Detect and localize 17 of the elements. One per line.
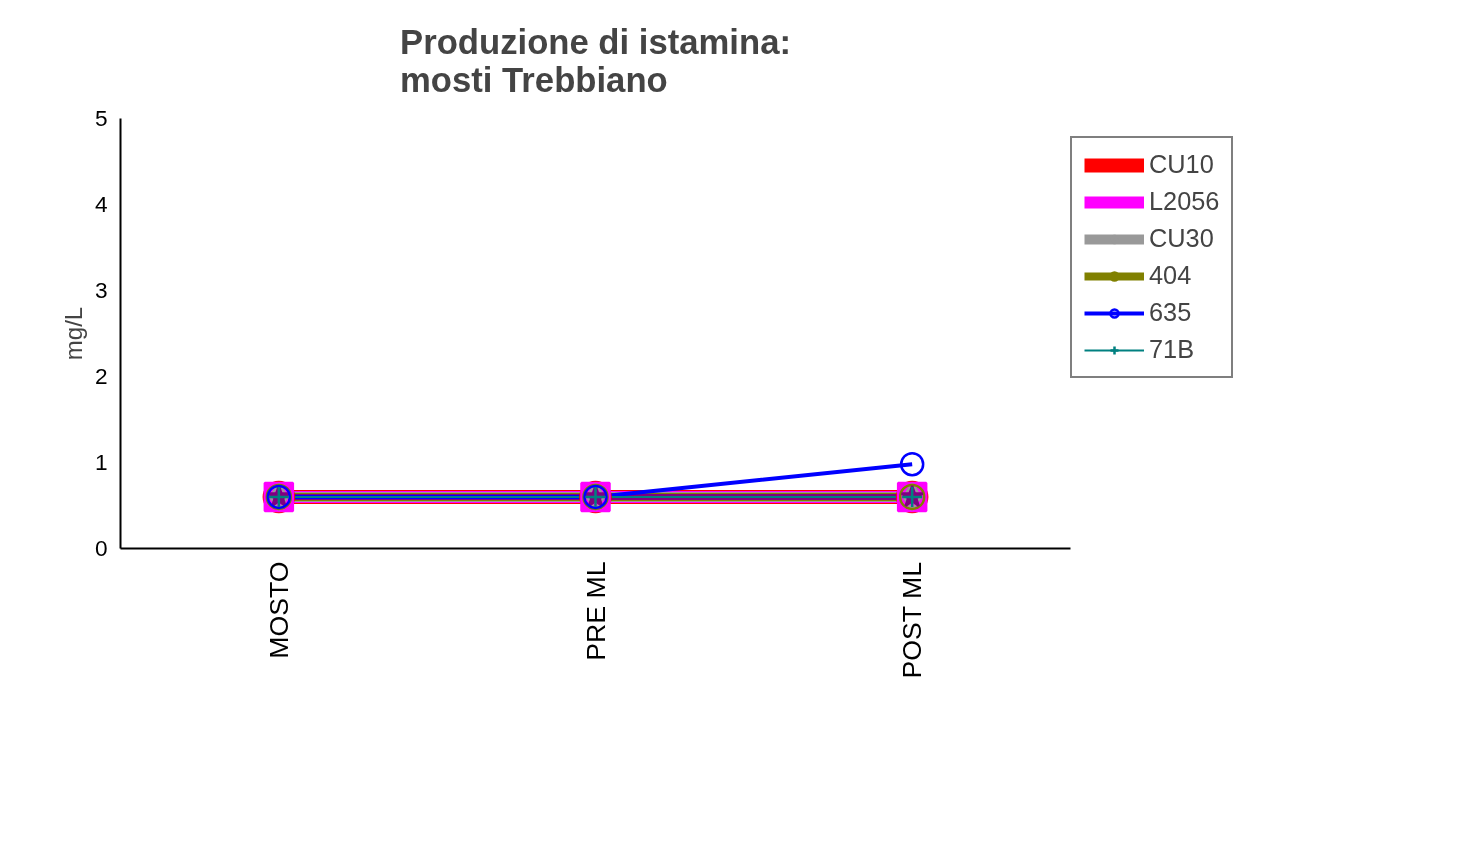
legend-label: 635 [1149, 298, 1192, 327]
y-axis-title: mg/L [59, 306, 87, 361]
y-tick-label: 5 [94, 105, 108, 131]
y-tick-label: 1 [94, 449, 108, 475]
legend-label: L2056 [1149, 187, 1220, 216]
legend-label: CU10 [1149, 150, 1214, 179]
x-tick-label: POST ML [897, 561, 928, 679]
y-tick-label: 3 [94, 277, 108, 303]
y-tick-label: 0 [94, 535, 108, 561]
y-tick-label: 2 [94, 363, 108, 389]
legend-label: 71B [1149, 335, 1195, 364]
chart-title: Produzione di istamina: mosti Trebbiano [400, 22, 791, 99]
x-tick-label: MOSTO [263, 561, 294, 659]
legend-label: CU30 [1149, 224, 1214, 253]
x-tick-label: PRE ML [580, 561, 611, 661]
y-tick-label: 4 [94, 191, 108, 217]
legend-label: 404 [1149, 261, 1192, 290]
